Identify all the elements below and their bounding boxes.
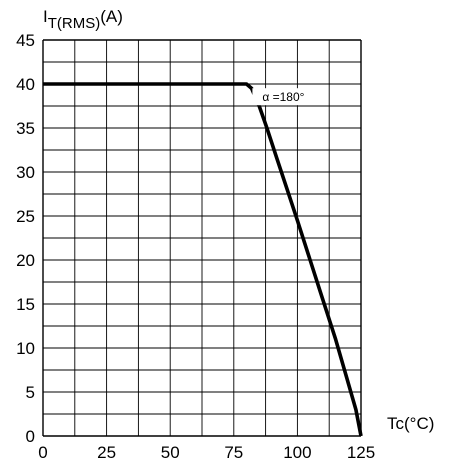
y-tick-label: 25 xyxy=(16,207,35,226)
y-axis-title-unit: (A) xyxy=(100,7,123,26)
x-tick-label: 100 xyxy=(283,443,311,462)
x-tick-label: 50 xyxy=(161,443,180,462)
y-tick-label: 35 xyxy=(16,119,35,138)
x-tick-label: 75 xyxy=(224,443,243,462)
y-axis-title: IT(RMS)(A) xyxy=(43,7,123,32)
y-tick-label: 45 xyxy=(16,31,35,50)
y-axis-title-main: I xyxy=(43,7,48,26)
annotation-label: α =180° xyxy=(262,90,304,104)
y-tick-label: 5 xyxy=(26,383,35,402)
x-tick-label: 125 xyxy=(347,443,375,462)
y-tick-label: 30 xyxy=(16,163,35,182)
y-tick-label: 20 xyxy=(16,251,35,270)
y-axis-title-sub: T(RMS) xyxy=(48,15,101,32)
y-tick-label: 0 xyxy=(26,427,35,446)
tick-labels: 0 5 10 15 20 25 30 35 40 45 0 25 50 75 100 125 xyxy=(16,31,375,462)
grid xyxy=(42,39,362,437)
annotation-group: α =180° xyxy=(252,88,315,106)
y-tick-label: 10 xyxy=(16,339,35,358)
x-tick-label: 25 xyxy=(97,443,116,462)
y-tick-label: 40 xyxy=(16,75,35,94)
x-axis-title: Tc(°C) xyxy=(387,414,434,433)
y-tick-label: 15 xyxy=(16,295,35,314)
x-tick-label: 0 xyxy=(38,443,47,462)
annotation-background xyxy=(252,88,315,106)
